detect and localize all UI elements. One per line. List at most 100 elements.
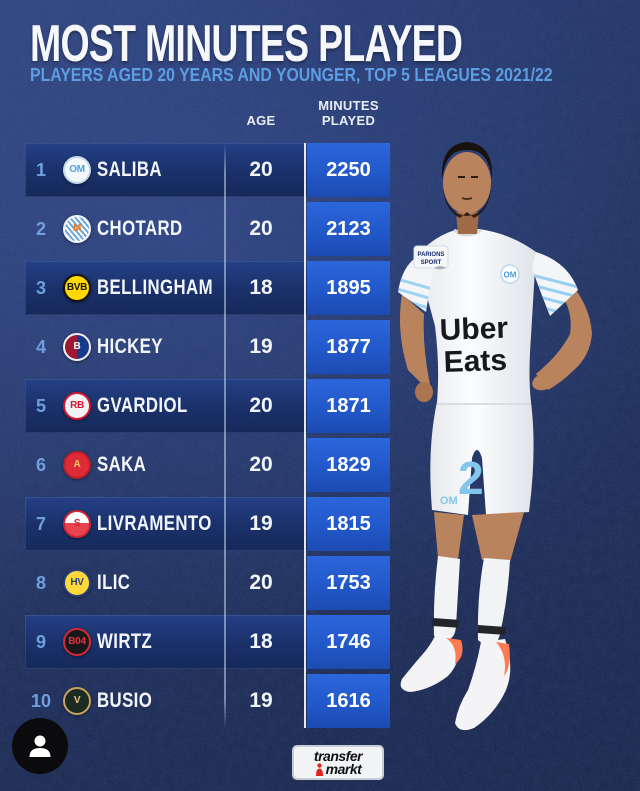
table-row: 7 S LIVRAMENTO 19 1815 (25, 497, 390, 551)
rank-label: 3 (35, 277, 46, 298)
player-face (443, 152, 491, 214)
club-badge-montpellier-icon: M (63, 215, 91, 243)
player-name: ILIC (97, 571, 131, 594)
table-row: 8 HV ILIC 20 1753 (25, 556, 390, 610)
player-left-hand (415, 382, 433, 402)
player-shorts (430, 402, 534, 515)
age-value: 20 (249, 217, 273, 240)
column-header-minutes: MINUTES PLAYED (307, 98, 390, 128)
age-value: 19 (249, 512, 273, 535)
club-badge-dortmund-icon: BVB (63, 274, 91, 302)
player-right-thigh (472, 512, 524, 562)
patch-text-1: PARIONS (418, 252, 445, 258)
shirt-crest-label: OM (504, 271, 517, 280)
player-left-boot (400, 636, 459, 692)
minutes-value: 1871 (307, 379, 390, 433)
player-right-sock (477, 558, 510, 647)
minutes-value: 1895 (307, 261, 390, 315)
rank-label: 5 (35, 395, 46, 416)
player-hair (441, 142, 493, 180)
shorts-number: 2 (458, 452, 484, 504)
transfermarkt-logo: transfer markt (292, 745, 384, 780)
club-badge-hellas-verona-icon: HV (63, 569, 91, 597)
minutes-value: 1753 (307, 556, 390, 610)
player-collar (453, 228, 482, 237)
minutes-value: 1877 (307, 320, 390, 374)
person-icon (29, 735, 51, 757)
shirt-sponsor-line2: Eats (443, 344, 507, 379)
player-left-thigh (434, 512, 464, 560)
player-right-arm (536, 276, 592, 390)
minutes-value: 1829 (307, 438, 390, 492)
transfermarkt-logo-line1: transfer (313, 747, 363, 764)
table-row: 3 BVB BELLINGHAM 18 1895 (25, 261, 390, 315)
column-header-age: AGE (246, 113, 276, 128)
profile-avatar (12, 718, 68, 774)
shorts-crest-label: OM (440, 495, 458, 507)
club-badge-marseille-icon: OM (63, 156, 91, 184)
player-name: WIRTZ (97, 630, 153, 653)
rank-label: 9 (35, 631, 46, 652)
column-header-minutes-line1: MINUTES (318, 98, 379, 113)
minutes-value: 1746 (307, 615, 390, 669)
table-row: 1 OM SALIBA 20 2250 (25, 143, 390, 197)
age-value: 18 (249, 630, 273, 653)
player-name: HICKEY (97, 335, 163, 358)
player-photo: PARIONS SPORT OM Uber Eats 2 OM (398, 142, 592, 731)
column-header-minutes-line2: PLAYED (321, 113, 376, 128)
table-row: 9 B04 WIRTZ 18 1746 (25, 615, 390, 669)
age-value: 19 (249, 335, 273, 358)
minutes-value: 2123 (307, 202, 390, 256)
player-name: CHOTARD (97, 217, 183, 240)
rank-label: 8 (35, 572, 46, 593)
shirt-crest-icon (500, 264, 520, 284)
table-row: 2 M CHOTARD 20 2123 (25, 202, 390, 256)
player-right-boot (455, 639, 511, 731)
rank-label: 2 (35, 218, 46, 239)
player-name: SALIBA (97, 158, 162, 181)
puma-logo-icon (434, 266, 446, 270)
table-row: 6 A SAKA 20 1829 (25, 438, 390, 492)
rank-label: 4 (35, 336, 46, 357)
club-badge-rb-leipzig-icon: RB (63, 392, 91, 420)
club-badge-arsenal-icon: A (63, 451, 91, 479)
player-neck (456, 212, 479, 234)
player-name: BUSIO (97, 689, 153, 712)
rank-label: 1 (35, 159, 46, 180)
table-row: 4 B HICKEY 19 1877 (25, 320, 390, 374)
player-right-boot-accent (496, 642, 510, 676)
club-badge-southampton-icon: S (63, 510, 91, 538)
club-badge-venezia-icon: V (63, 687, 91, 715)
player-name: SAKA (97, 453, 147, 476)
rank-label: 10 (30, 690, 52, 711)
transfermarkt-logo-line2: markt (325, 760, 362, 777)
player-name: LIVRAMENTO (97, 512, 212, 535)
player-left-arm (400, 294, 432, 394)
age-value: 20 (249, 453, 273, 476)
minutes-value: 2250 (307, 143, 390, 197)
minutes-value: 1616 (307, 674, 390, 728)
player-name: BELLINGHAM (97, 276, 213, 299)
rank-label: 7 (35, 513, 46, 534)
player-left-boot-accent (446, 638, 463, 664)
table-row: 5 RB GVARDIOL 20 1871 (25, 379, 390, 433)
age-value: 18 (249, 276, 273, 299)
age-value: 20 (249, 571, 273, 594)
age-value: 19 (249, 689, 273, 712)
page-title: MOST MINUTES PLAYED (30, 15, 463, 73)
patch-text-2: SPORT (421, 260, 442, 266)
age-value: 20 (249, 158, 273, 181)
age-value: 20 (249, 394, 273, 417)
minutes-value: 1815 (307, 497, 390, 551)
club-badge-bologna-icon: B (63, 333, 91, 361)
shirt-sponsor-line1: Uber (439, 312, 509, 347)
player-name: GVARDIOL (97, 394, 188, 417)
club-badge-leverkusen-icon: B04 (63, 628, 91, 656)
player-right-sleeve (532, 252, 578, 316)
page-subtitle: PLAYERS AGED 20 YEARS AND YOUNGER, TOP 5… (30, 65, 553, 85)
transfermarkt-mascot-icon (315, 762, 323, 776)
shirt-sponsor-patch (413, 245, 449, 269)
player-right-hand (532, 373, 554, 391)
rank-label: 6 (35, 454, 46, 475)
